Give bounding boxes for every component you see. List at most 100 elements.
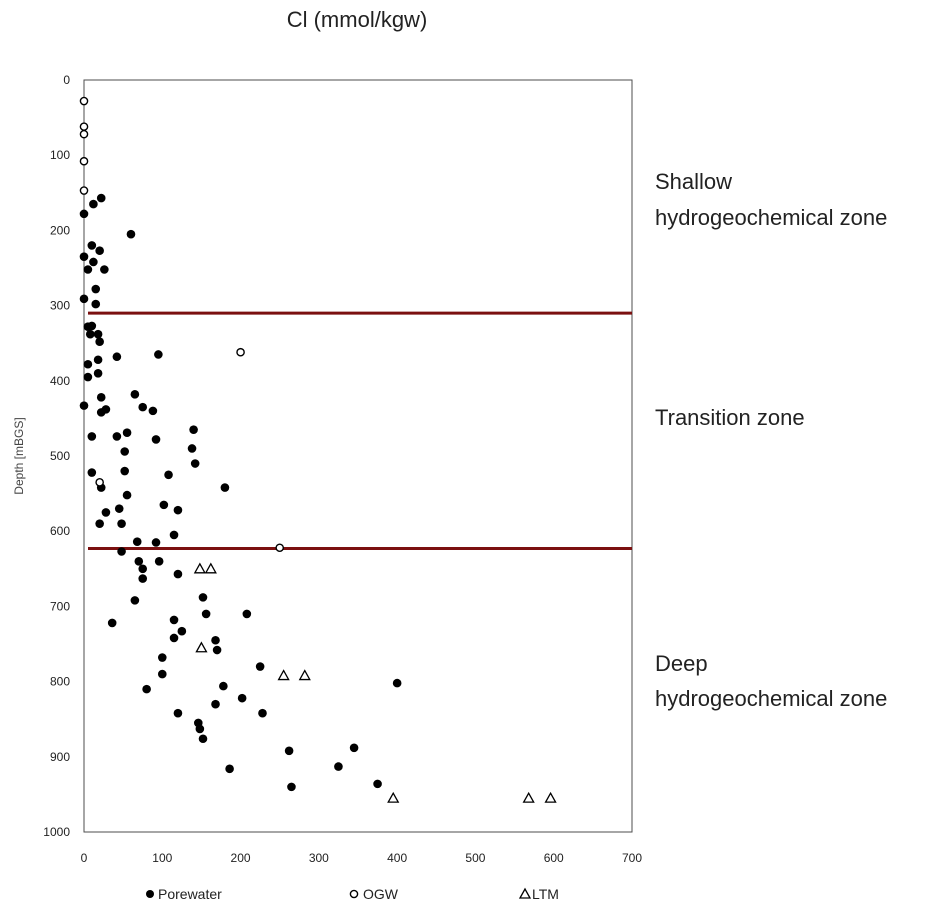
- data-point: [169, 615, 179, 625]
- data-point: [112, 352, 122, 362]
- zone-label-deep: Deep hydrogeochemical zone: [655, 651, 887, 711]
- x-tick-label: 500: [465, 851, 485, 865]
- data-point: [211, 699, 220, 709]
- zone-label-line: Deep: [655, 651, 708, 676]
- x-tick-label: 700: [622, 851, 642, 865]
- data-point: [275, 543, 285, 553]
- data-point: [258, 708, 267, 718]
- data-point: [255, 662, 265, 671]
- data-point: [95, 519, 104, 528]
- data-point: [195, 641, 208, 653]
- data-point: [211, 635, 220, 645]
- legend-entry-ltm: LTM: [518, 886, 559, 902]
- data-point: [142, 684, 151, 694]
- legend-label: OGW: [363, 886, 399, 902]
- data-points: [79, 96, 557, 803]
- data-point: [107, 618, 117, 628]
- series-porewater: [79, 193, 402, 792]
- data-point: [79, 129, 89, 139]
- data-point: [79, 294, 89, 304]
- data-point: [130, 596, 140, 605]
- data-point: [225, 764, 234, 774]
- data-point: [237, 693, 247, 703]
- data-point: [154, 350, 163, 359]
- data-point: [148, 406, 158, 416]
- data-point: [195, 724, 205, 734]
- y-axis-label: Depth [mBGS]: [12, 417, 26, 494]
- x-tick-label: 100: [152, 851, 172, 865]
- data-point: [220, 483, 230, 492]
- data-point: [89, 257, 98, 267]
- data-point: [164, 470, 173, 480]
- x-axis-ticks: 0 100 200 300 400 500 600 700: [81, 851, 643, 865]
- y-tick-label: 1000: [43, 825, 70, 839]
- data-point: [138, 574, 148, 583]
- data-point: [242, 609, 252, 619]
- data-point: [117, 547, 126, 556]
- data-point: [544, 791, 557, 803]
- data-point: [212, 645, 222, 655]
- data-point: [151, 435, 161, 444]
- data-point: [373, 779, 382, 789]
- data-point: [117, 519, 126, 528]
- data-point: [392, 678, 402, 688]
- zone-boundary-lines: [88, 311, 632, 550]
- data-point: [83, 265, 93, 274]
- series-ltm: [193, 562, 557, 803]
- y-axis-ticks: 0 100 200 300 400 500 600 700 800 900 1000: [43, 73, 70, 839]
- data-point: [187, 444, 197, 453]
- data-point: [138, 564, 148, 574]
- legend-entry-ogw: OGW: [349, 886, 399, 902]
- data-point: [120, 447, 130, 456]
- data-point: [159, 500, 169, 510]
- data-point: [87, 468, 97, 477]
- data-point: [79, 252, 89, 262]
- data-point: [87, 321, 97, 331]
- data-point: [151, 538, 161, 547]
- data-point: [93, 368, 103, 378]
- data-point: [122, 428, 132, 437]
- plot-area: [83, 79, 633, 833]
- data-point: [298, 669, 311, 681]
- data-point: [130, 390, 140, 399]
- data-point: [198, 734, 208, 744]
- data-point: [154, 556, 164, 566]
- data-point: [83, 359, 93, 369]
- data-point: [134, 556, 144, 566]
- data-point: [177, 626, 187, 636]
- data-point: [89, 199, 98, 209]
- zone-label-line: hydrogeochemical zone: [655, 205, 887, 230]
- legend-entry-porewater: Porewater: [146, 886, 222, 902]
- data-point: [95, 337, 104, 346]
- legend: Porewater OGW LTM: [146, 886, 559, 902]
- data-point: [189, 425, 198, 434]
- data-point: [114, 504, 124, 513]
- x-tick-label: 200: [231, 851, 251, 865]
- data-point: [277, 669, 290, 681]
- data-point: [201, 609, 211, 619]
- x-tick-label: 400: [387, 851, 407, 865]
- data-point: [83, 372, 93, 382]
- legend-marker-open-triangle: [518, 887, 532, 899]
- data-point: [112, 432, 122, 441]
- data-point: [349, 743, 359, 753]
- data-point: [91, 284, 101, 294]
- data-point: [287, 782, 296, 792]
- x-tick-label: 600: [544, 851, 564, 865]
- data-point: [96, 393, 106, 402]
- data-point: [284, 746, 294, 756]
- data-point: [79, 209, 89, 219]
- legend-label: Porewater: [158, 886, 222, 902]
- data-point: [190, 459, 200, 468]
- data-point: [193, 562, 206, 574]
- data-point: [522, 791, 535, 803]
- data-point: [96, 193, 106, 203]
- data-point: [120, 466, 130, 476]
- data-point: [157, 653, 167, 662]
- chart-title: Cl (mmol/kgw): [287, 7, 428, 32]
- y-tick-label: 400: [50, 374, 70, 388]
- y-tick-label: 300: [50, 299, 70, 313]
- data-point: [95, 478, 104, 487]
- zone-label-line: Shallow: [655, 169, 732, 194]
- data-point: [122, 490, 132, 500]
